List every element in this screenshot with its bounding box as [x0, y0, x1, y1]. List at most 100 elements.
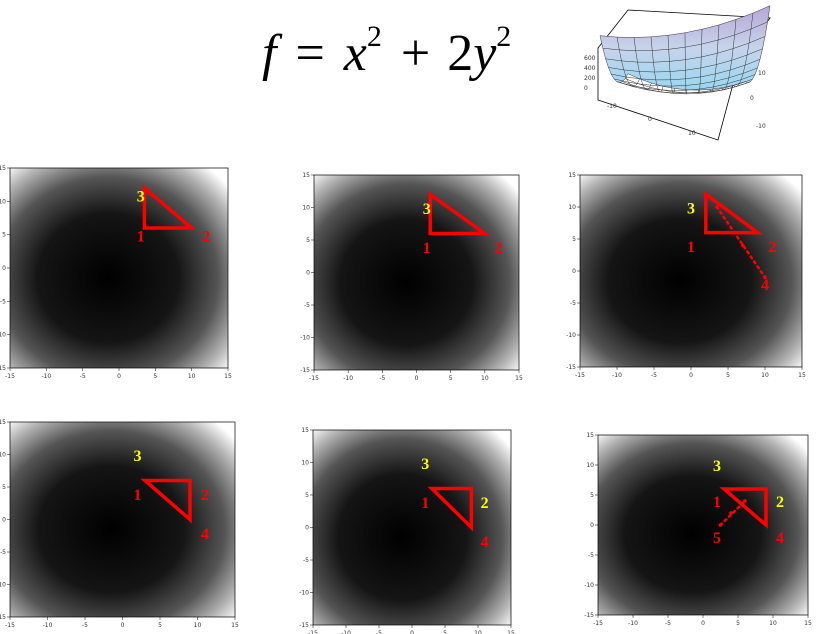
- y-tick-label: -15: [584, 612, 594, 619]
- x-tick-label: 15: [507, 630, 515, 634]
- y-tick-label: 15: [0, 165, 6, 172]
- y-tick-label: -10: [0, 582, 6, 589]
- x-tick-label: 10: [481, 375, 489, 382]
- reflection-line: [719, 499, 747, 527]
- x-tick-label: 10: [474, 630, 482, 634]
- x-tick-label: -10: [343, 375, 353, 382]
- x-tick-label: 15: [231, 622, 239, 629]
- simplex-triangle: [719, 487, 768, 529]
- surface-x-tick: -10: [607, 103, 617, 110]
- x-tick-label: -10: [41, 373, 51, 380]
- formula: f = x2 + 2y2: [262, 1, 511, 82]
- y-tick-label: 5: [2, 484, 6, 491]
- y-tick-label: 10: [302, 205, 310, 212]
- contour-background: [314, 175, 519, 370]
- y-tick-label: -15: [299, 622, 309, 629]
- surface-z-tick: 200: [584, 75, 596, 82]
- vertex-label: 2: [202, 228, 210, 245]
- surface-grid-line: [622, 81, 751, 95]
- vertex-label: 1: [134, 487, 142, 504]
- reflection-line: [715, 205, 767, 279]
- surface-z-tick: 0: [584, 85, 588, 92]
- vertex-label: 4: [481, 534, 489, 551]
- y-tick-label: 10: [568, 204, 576, 211]
- x-tick-label: -5: [376, 630, 382, 634]
- x-tick-label: 15: [224, 373, 232, 380]
- vertex-label: 2: [481, 495, 489, 512]
- x-tick-label: 0: [410, 630, 414, 634]
- y-tick-label: -5: [588, 552, 594, 559]
- surface-grid-line: [744, 5, 771, 84]
- contour-background: [10, 168, 228, 368]
- surface-y-tick: -10: [756, 123, 766, 130]
- y-tick-label: 5: [572, 236, 576, 243]
- vertex-label: 1: [423, 240, 431, 257]
- y-tick-label: 15: [568, 172, 576, 179]
- x-tick-label: 15: [804, 620, 812, 627]
- surface-y-tick: 0: [750, 95, 754, 102]
- y-tick-label: -10: [584, 582, 594, 589]
- x-tick-label: -15: [309, 375, 319, 382]
- simplex-triangle: [428, 191, 491, 236]
- x-tick-label: 0: [689, 372, 693, 379]
- x-tick-label: 5: [443, 630, 447, 634]
- panel-4: -15-15 -10 -10 -5 -5 0 0 5 5 10 10 15 15 1 2 3 4: [0, 419, 239, 629]
- y-tick-label: -10: [0, 332, 6, 339]
- x-tick-label: 5: [153, 373, 157, 380]
- vertex-label: 4: [776, 530, 784, 547]
- vertex-label: 1: [421, 495, 429, 512]
- panel-grid: -15-15-10-10-5-5005510101515123-15-15-10…: [0, 165, 812, 634]
- vertex-label: 3: [713, 458, 721, 475]
- x-tick-label: -15: [5, 622, 15, 629]
- x-tick-label: 5: [449, 375, 453, 382]
- y-tick-label: -15: [300, 367, 310, 374]
- x-tick-label: 0: [415, 375, 419, 382]
- surface-x-tick: 0: [648, 116, 652, 123]
- y-tick-label: -15: [0, 365, 6, 372]
- x-tick-label: -5: [651, 372, 657, 379]
- x-tick-label: 10: [188, 373, 196, 380]
- x-tick-label: -5: [379, 375, 385, 382]
- y-tick-label: -15: [566, 364, 576, 371]
- x-tick-label: -15: [5, 373, 15, 380]
- x-tick-label: -5: [665, 620, 671, 627]
- y-tick-label: -10: [300, 335, 310, 342]
- vertex-label: 3: [687, 200, 695, 217]
- panel-1: -15-15 -10 -10 -5 -5 0 0 5 5 10 10 15 15 1 2 3: [0, 165, 232, 380]
- x-tick-label: -10: [628, 620, 638, 627]
- x-tick-label: 0: [121, 622, 125, 629]
- vertex-label: 1: [687, 239, 695, 256]
- x-tick-label: 5: [158, 622, 162, 629]
- surface-grid-line: [625, 78, 748, 94]
- y-tick-label: 10: [0, 452, 6, 459]
- x-tick-label: 5: [726, 372, 730, 379]
- y-tick-label: -5: [303, 557, 309, 564]
- y-tick-label: 0: [306, 270, 310, 277]
- vertex-label: 4: [761, 277, 769, 294]
- x-tick-label: -10: [43, 622, 53, 629]
- vertex-label: 5: [713, 530, 721, 547]
- vertex-label: 2: [495, 240, 503, 257]
- simplex-triangle: [142, 184, 197, 230]
- vertex-label: 3: [137, 188, 145, 205]
- surface-z-tick: 400: [584, 65, 596, 72]
- surface-z-tick: 600: [584, 55, 596, 62]
- x-tick-label: -10: [612, 372, 622, 379]
- x-tick-label: 15: [798, 372, 806, 379]
- vertex-label: 3: [423, 201, 431, 218]
- y-tick-label: -5: [304, 302, 310, 309]
- panel-2: -15-15 -10 -10 -5 -5 0 0 5 5 10 10 15 15 1 2 3: [300, 172, 523, 382]
- x-tick-label: 0: [701, 620, 705, 627]
- y-tick-label: 15: [0, 419, 6, 426]
- simplex-triangle: [427, 486, 474, 532]
- surface-plot: 600 400 200 0 -10 0 10 10 0 -10: [584, 5, 771, 141]
- vertex-label: 3: [134, 448, 142, 465]
- x-tick-label: -15: [575, 372, 585, 379]
- y-tick-label: 5: [305, 492, 309, 499]
- x-tick-label: 10: [194, 622, 202, 629]
- surface-y-tick: 10: [758, 70, 766, 77]
- panel-5: -15-15 -10 -10 -5 -5 0 0 5 5 10 10 15 15 1 2 3 4: [299, 427, 515, 634]
- x-tick-label: 10: [769, 620, 777, 627]
- vertex-label: 2: [776, 494, 784, 511]
